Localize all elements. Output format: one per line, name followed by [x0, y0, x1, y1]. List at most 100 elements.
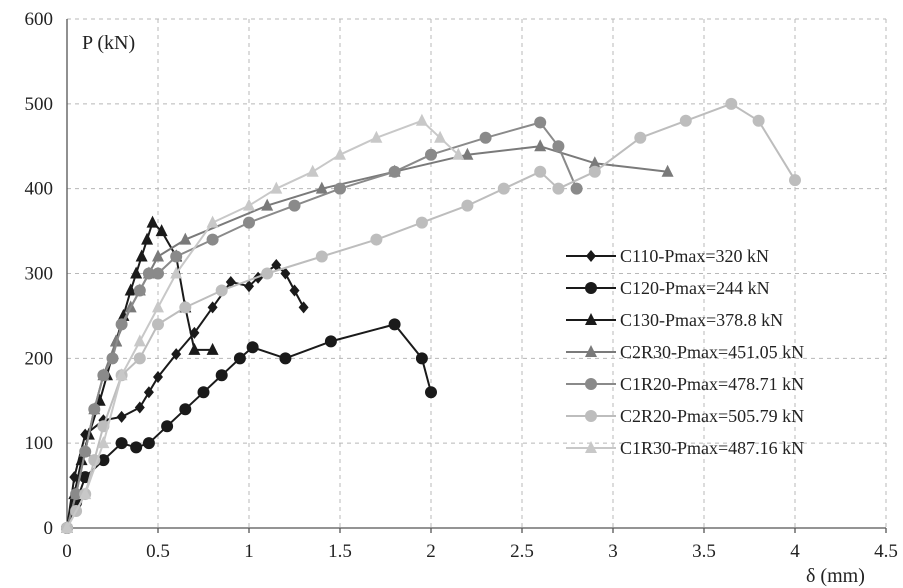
- data-point: [70, 488, 83, 501]
- data-point: [370, 130, 383, 143]
- legend-marker: [585, 441, 597, 453]
- legend-marker: [585, 345, 597, 357]
- data-point: [135, 249, 148, 262]
- data-point: [88, 403, 101, 416]
- x-axis-label: δ (mm): [806, 565, 865, 587]
- data-point: [124, 283, 137, 296]
- data-point: [334, 182, 346, 195]
- data-point: [141, 232, 154, 245]
- data-point: [552, 140, 565, 153]
- data-point: [130, 266, 143, 279]
- series-4: [61, 116, 583, 534]
- data-point: [171, 348, 182, 361]
- data-point: [115, 318, 128, 331]
- data-point: [534, 165, 547, 178]
- legend-label: C110-Pmax=320 kN: [620, 246, 769, 266]
- data-point: [115, 368, 128, 381]
- data-point: [115, 437, 128, 450]
- data-point: [261, 267, 274, 280]
- data-point: [725, 97, 738, 110]
- x-tick-label: 3: [608, 541, 618, 562]
- series-6: [61, 113, 465, 533]
- data-point: [75, 453, 88, 466]
- legend-item: C110-Pmax=320 kN: [566, 246, 769, 266]
- data-point: [271, 259, 282, 272]
- data-point: [588, 156, 601, 169]
- data-point: [415, 216, 428, 229]
- data-point: [461, 199, 474, 212]
- data-point: [61, 521, 73, 533]
- y-tick-label: 100: [25, 433, 54, 454]
- axes: 0 100 200 300 400 500 600 0 0.5 1 1.5 2 2.5 3 3.5 4 4.5: [25, 9, 898, 562]
- data-point: [388, 165, 401, 178]
- data-point: [334, 147, 346, 160]
- legend-marker: [585, 282, 597, 294]
- x-tick-label: 1.5: [328, 541, 352, 562]
- data-point: [153, 370, 163, 383]
- data-point: [298, 301, 309, 314]
- data-point: [206, 233, 219, 246]
- data-point: [370, 233, 383, 246]
- data-point: [243, 198, 255, 211]
- data-point: [161, 420, 174, 433]
- x-tick-label: 3.5: [692, 541, 716, 562]
- data-point: [246, 341, 259, 354]
- data-point: [270, 181, 283, 194]
- data-point: [179, 403, 192, 416]
- data-point: [634, 131, 647, 144]
- data-point: [415, 352, 428, 365]
- legend-label: C2R20-Pmax=505.79 kN: [620, 406, 804, 426]
- x-tick-label: 2: [426, 541, 436, 562]
- legend-item: C2R20-Pmax=505.79 kN: [566, 406, 804, 426]
- data-point: [116, 410, 127, 423]
- data-point: [179, 301, 192, 314]
- data-point: [225, 275, 236, 288]
- legend-item: C130-Pmax=378.8 kN: [566, 310, 783, 330]
- data-point: [133, 334, 146, 347]
- y-tick-label: 200: [25, 348, 54, 369]
- legend-label: C130-Pmax=378.8 kN: [620, 310, 783, 330]
- legend: C110-Pmax=320 kN C120-Pmax=244 kN C130-Pma…: [566, 246, 804, 458]
- data-point: [425, 148, 437, 161]
- legend-item: C1R30-Pmax=487.16 kN: [566, 438, 804, 458]
- data-point: [261, 198, 274, 211]
- data-point: [170, 266, 183, 279]
- legend-label: C2R30-Pmax=451.05 kN: [620, 342, 804, 362]
- data-point: [415, 113, 428, 126]
- legend-item: C120-Pmax=244 kN: [566, 278, 770, 298]
- y-tick-label: 0: [44, 518, 54, 539]
- data-point: [452, 147, 465, 160]
- data-point: [280, 267, 291, 280]
- data-point: [479, 131, 492, 144]
- data-point: [534, 139, 547, 152]
- legend-marker: [585, 378, 597, 390]
- data-point: [97, 436, 110, 449]
- series-3: [61, 139, 674, 533]
- data-point: [152, 249, 164, 262]
- data-point: [97, 369, 110, 382]
- data-point: [188, 342, 201, 355]
- x-tick-label: 2.5: [510, 541, 534, 562]
- x-tick-label: 4: [790, 541, 800, 562]
- data-point: [110, 334, 123, 347]
- data-point: [133, 352, 146, 365]
- y-tick-label: 400: [25, 179, 54, 200]
- legend-item: C2R30-Pmax=451.05 kN: [566, 342, 804, 362]
- data-point: [461, 147, 474, 160]
- legend-marker: [585, 410, 597, 422]
- data-point: [152, 267, 164, 280]
- series-line: [66, 119, 459, 529]
- data-point: [133, 284, 146, 297]
- data-point: [134, 401, 145, 414]
- data-point: [497, 182, 510, 195]
- data-point: [179, 232, 192, 245]
- data-point: [289, 284, 300, 297]
- legend-marker: [585, 313, 597, 325]
- data-point: [79, 445, 92, 458]
- data-point: [324, 335, 337, 348]
- data-point: [215, 369, 228, 382]
- data-point: [315, 250, 328, 263]
- data-point: [152, 318, 164, 331]
- data-point: [244, 280, 254, 293]
